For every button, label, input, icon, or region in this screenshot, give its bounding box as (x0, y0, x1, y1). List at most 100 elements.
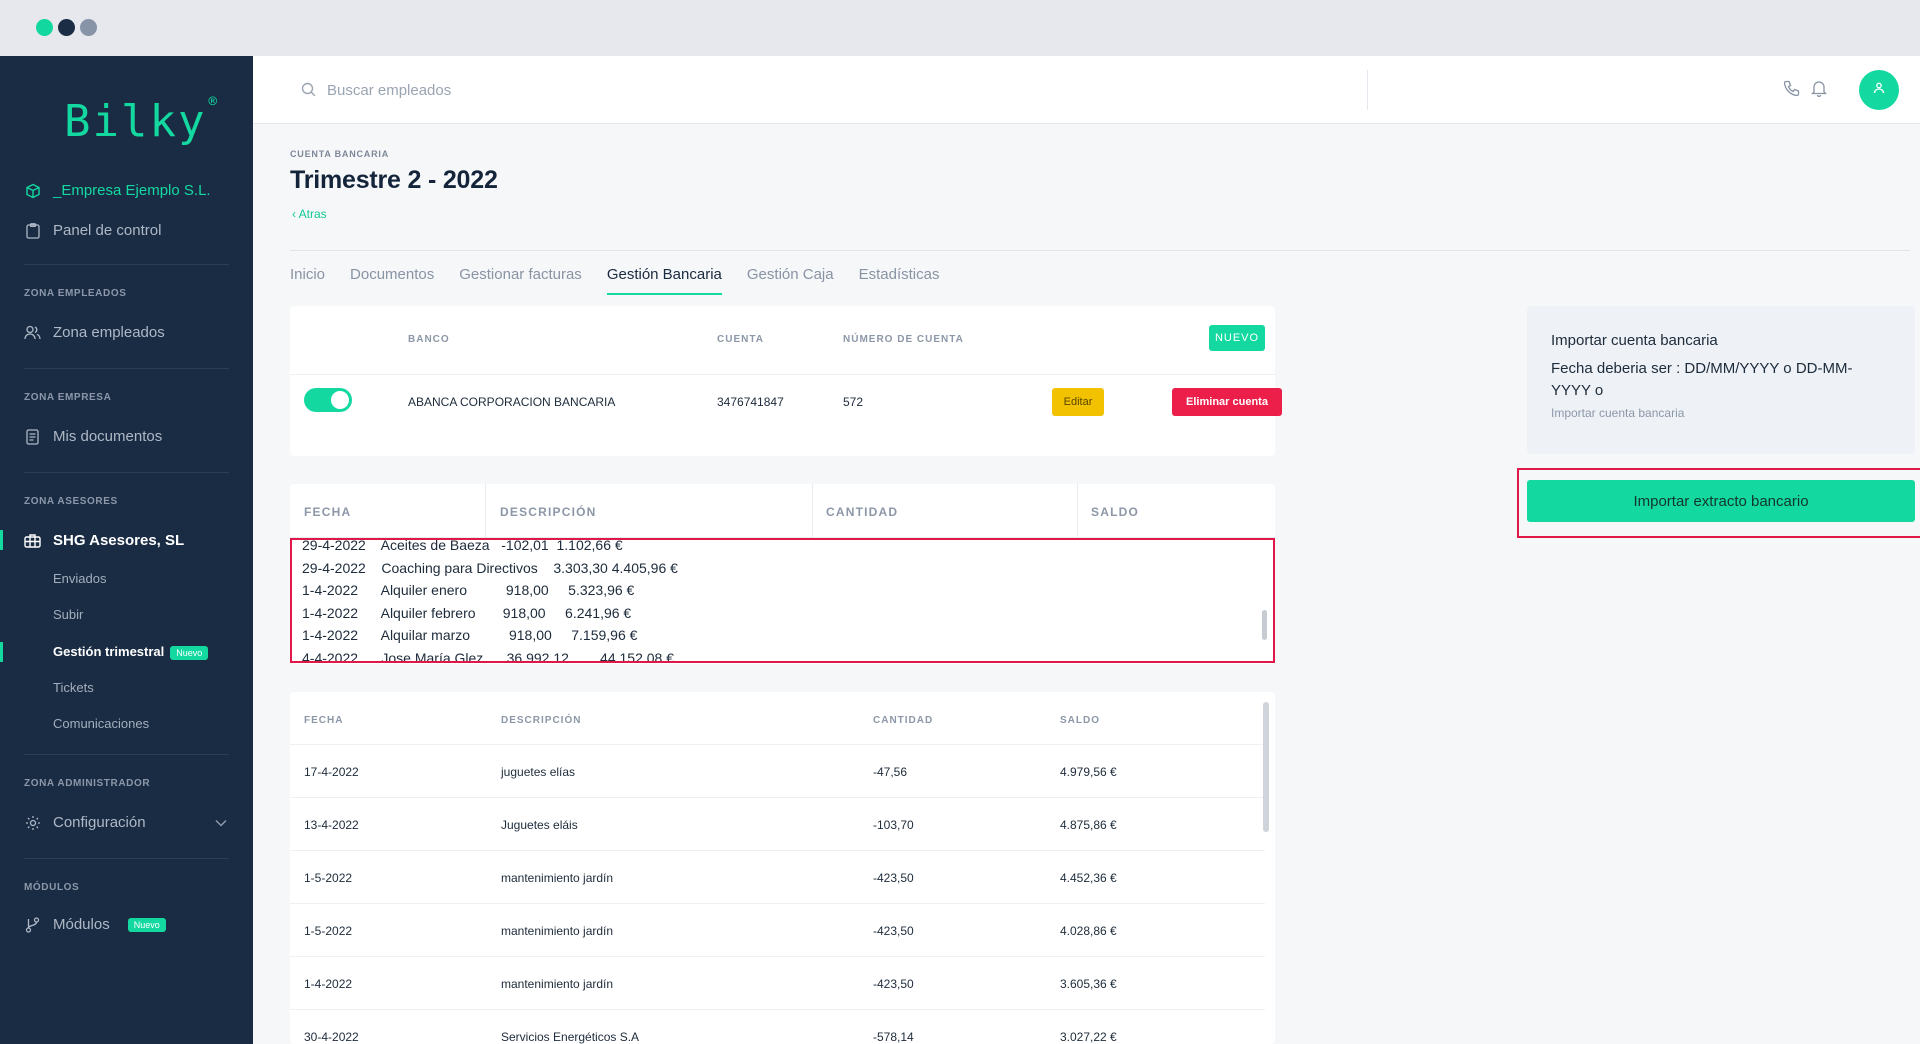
date-format-hint: Fecha deberia ser : DD/MM/YYYY o DD-MM-Y… (1551, 360, 1853, 399)
cell-fecha: 17-4-2022 (304, 765, 359, 779)
tab-gestion-caja[interactable]: Gestión Caja (746, 266, 834, 283)
cell-cantidad: -47,56 (873, 765, 908, 779)
section-modulos: MÓDULOS (24, 882, 80, 893)
company-name: _Empresa Ejemplo S.L. (53, 182, 211, 199)
statement-line: 1-4-2022 Alquiler febrero 918,00 6.241,9… (302, 604, 632, 621)
back-link[interactable]: ‹ Atras (292, 207, 327, 221)
tab-estadisticas[interactable]: Estadísticas (858, 266, 940, 283)
cell-saldo: 3.605,36 € (1060, 977, 1117, 991)
cell-descripcion: Servicios Energéticos S.A (501, 1030, 640, 1044)
window-close-dot[interactable] (36, 19, 53, 36)
import-info-card: Importar cuenta bancaria Fecha deberia s… (1527, 306, 1915, 454)
page-title: Trimestre 2 - 2022 (290, 166, 498, 194)
statement-line: 1-4-2022 Alquilar marzo 918,00 7.159,96 … (302, 627, 638, 643)
sidebar-item-configuracion[interactable]: Configuración (24, 814, 146, 831)
cell-cantidad: -423,50 (873, 977, 914, 991)
cell-cantidad: -423,50 (873, 924, 914, 938)
cell-saldo: 4.028,86 € (1060, 924, 1117, 938)
sidebar-divider (24, 858, 229, 859)
clipboard-icon (24, 222, 41, 239)
bank-name: ABANCA CORPORACION BANCARIA (408, 395, 616, 409)
bank-account-card: BANCO CUENTA NÚMERO DE CUENTA NUEVO ABAN… (290, 306, 1282, 456)
sidebar-sub-comunicaciones[interactable]: Comunicaciones (53, 716, 150, 731)
window-maximize-dot[interactable] (80, 19, 97, 36)
sidebar-sub-gestion-trimestral[interactable]: Gestión trimestral Nuevo (53, 644, 209, 660)
chevron-down-icon[interactable] (215, 816, 227, 830)
cube-icon (24, 182, 41, 199)
tab-inicio[interactable]: Inicio (290, 266, 326, 283)
sidebar-item-zona-empleados[interactable]: Zona empleados (24, 324, 165, 341)
table-row[interactable]: 17-4-2022 juguetes elías -47,56 4.979,56… (290, 744, 1265, 797)
cell-fecha: 30-4-2022 (304, 1030, 359, 1044)
sidebar-sub-subir[interactable]: Subir (53, 607, 84, 622)
gear-icon (24, 814, 41, 831)
sidebar-item-mis-documentos[interactable]: Mis documentos (24, 428, 162, 445)
new-account-button[interactable]: NUEVO (1209, 325, 1265, 351)
sidebar-item-label: Módulos (53, 916, 110, 933)
sidebar-item-asesor[interactable]: SHG Asesores, SL (24, 532, 184, 549)
column-divider (485, 484, 486, 538)
cell-descripcion: mantenimiento jardín (501, 977, 614, 991)
scrollbar-thumb[interactable] (1262, 610, 1267, 640)
table-row[interactable]: 1-5-2022 mantenimiento jardín -423,50 4.… (290, 850, 1265, 903)
table-row[interactable]: 30-4-2022 Servicios Energéticos S.A -578… (290, 1009, 1265, 1044)
window-minimize-dot[interactable] (58, 19, 75, 36)
sidebar-item-modulos[interactable]: Módulos Nuevo (24, 916, 166, 933)
logo-registered-mark: ® (208, 94, 219, 111)
header-divider (290, 250, 1910, 251)
column-header-descripcion: DESCRIPCIÓN (500, 505, 597, 519)
avatar[interactable] (1859, 70, 1899, 110)
tab-bar: Inicio Documentos Gestionar facturas Ges… (290, 266, 939, 295)
account-cuenta: 3476741847 (717, 395, 784, 409)
topbar-divider (1367, 70, 1368, 110)
row-divider (290, 374, 1275, 375)
sidebar-item-panel[interactable]: Panel de control (24, 222, 161, 239)
cell-saldo: 4.875,86 € (1060, 818, 1117, 832)
import-info-note: Importar cuenta bancaria (1551, 406, 1685, 420)
cell-descripcion: mantenimiento jardín (501, 924, 614, 938)
cell-cantidad: -423,50 (873, 871, 914, 885)
import-statement-button[interactable]: Importar extracto bancario (1527, 480, 1915, 522)
briefcase-icon (24, 532, 41, 549)
search-input[interactable] (327, 78, 847, 102)
cell-saldo: 3.027,22 € (1060, 1030, 1117, 1044)
main-content: CUENTA BANCARIA Trimestre 2 - 2022 ‹ Atr… (253, 124, 1920, 1044)
sidebar-sub-enviados[interactable]: Enviados (53, 571, 107, 586)
delete-account-button[interactable]: Eliminar cuenta (1172, 388, 1282, 416)
bilky-logo[interactable]: Bilky ® (64, 94, 219, 147)
tab-gestionar-facturas[interactable]: Gestionar facturas (459, 266, 582, 283)
section-zona-empresa: ZONA EMPRESA (24, 392, 112, 403)
column-header-cantidad: CANTIDAD (873, 715, 934, 726)
sidebar-item-company[interactable]: _Empresa Ejemplo S.L. (24, 182, 211, 199)
cell-cantidad: -578,14 (873, 1030, 914, 1044)
table-row[interactable]: 13-4-2022 Juguetes eláis -103,70 4.875,8… (290, 797, 1265, 850)
bell-icon[interactable] (1810, 80, 1828, 102)
sidebar-item-label: Panel de control (53, 222, 162, 239)
tab-documentos[interactable]: Documentos (350, 266, 435, 283)
topbar (253, 56, 1920, 124)
document-icon (24, 428, 41, 445)
column-divider (812, 484, 813, 538)
users-icon (24, 324, 41, 341)
search-icon (301, 82, 317, 98)
statement-text-area[interactable]: 29-4-2022 Aceites de Baeza -102,01 1.102… (290, 538, 1275, 663)
cell-descripcion: juguetes elías (501, 765, 576, 779)
tab-gestion-bancaria[interactable]: Gestión Bancaria (606, 266, 722, 295)
table-row[interactable]: 1-5-2022 mantenimiento jardín -423,50 4.… (290, 903, 1265, 956)
active-indicator (0, 642, 3, 662)
edit-account-button[interactable]: Editar (1052, 388, 1104, 416)
table-row[interactable]: 1-4-2022 mantenimiento jardín -423,50 3.… (290, 956, 1265, 1009)
new-badge: Nuevo (170, 645, 209, 660)
scrollbar-thumb[interactable] (1263, 702, 1269, 832)
cell-descripcion: mantenimiento jardín (501, 871, 614, 885)
statement-line: 4-4-2022 Jose María Glez 36.992,12 44.15… (302, 649, 674, 663)
sidebar-divider (24, 264, 229, 265)
sidebar-divider (24, 472, 229, 473)
phone-icon[interactable] (1783, 80, 1800, 102)
sidebar-item-label: Mis documentos (53, 428, 163, 445)
cell-fecha: 1-4-2022 (304, 977, 353, 991)
column-header-banco: BANCO (408, 334, 450, 345)
account-enabled-toggle[interactable] (304, 388, 352, 412)
sidebar-item-label: SHG Asesores, SL (53, 532, 185, 549)
sidebar-sub-tickets[interactable]: Tickets (53, 680, 94, 695)
